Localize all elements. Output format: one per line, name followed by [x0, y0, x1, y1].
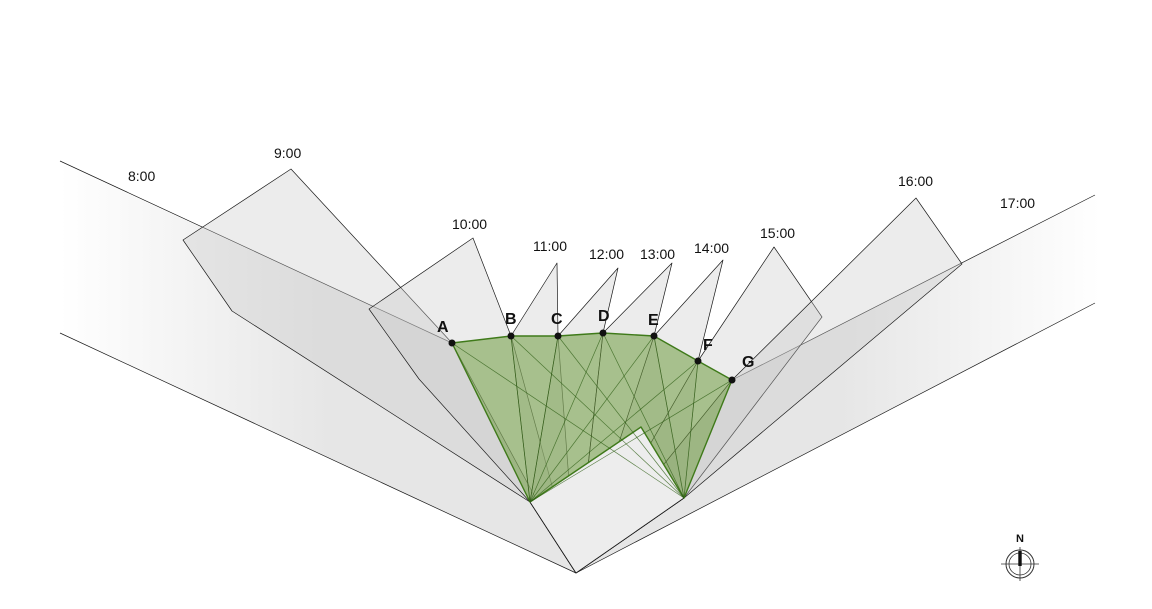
point-g-marker [728, 376, 736, 384]
north-arrow-icon: N [1001, 533, 1039, 581]
time-labels: 8:00 9:00 10:00 11:00 12:00 13:00 14:00 … [128, 145, 1035, 262]
time-label-10-00: 10:00 [452, 216, 487, 232]
point-label-g: G [742, 354, 754, 371]
point-f-marker [694, 357, 702, 365]
point-c-marker [554, 332, 562, 340]
point-label-a: A [437, 319, 449, 336]
time-label-14-00: 14:00 [694, 240, 729, 256]
point-label-e: E [648, 312, 659, 329]
points: A B C D E F G [437, 308, 754, 384]
time-label-9-00: 9:00 [274, 145, 301, 161]
shadow-8-00 [55, 160, 577, 574]
point-e-marker [650, 332, 658, 340]
point-b-marker [507, 332, 515, 340]
time-label-16-00: 16:00 [898, 173, 933, 189]
point-a-marker [448, 339, 456, 347]
time-label-13-00: 13:00 [640, 246, 675, 262]
time-label-11-00: 11:00 [533, 238, 567, 254]
north-label: N [1016, 533, 1024, 545]
point-d-marker [599, 329, 607, 337]
time-label-12-00: 12:00 [589, 246, 624, 262]
shadow-17-00 [575, 192, 1100, 574]
point-label-f: F [703, 337, 713, 354]
point-label-d: D [598, 308, 610, 325]
point-label-c: C [551, 311, 563, 328]
point-label-b: B [505, 311, 517, 328]
time-label-8-00: 8:00 [128, 168, 155, 184]
time-label-15-00: 15:00 [760, 225, 795, 241]
time-label-17-00: 17:00 [1000, 195, 1035, 211]
